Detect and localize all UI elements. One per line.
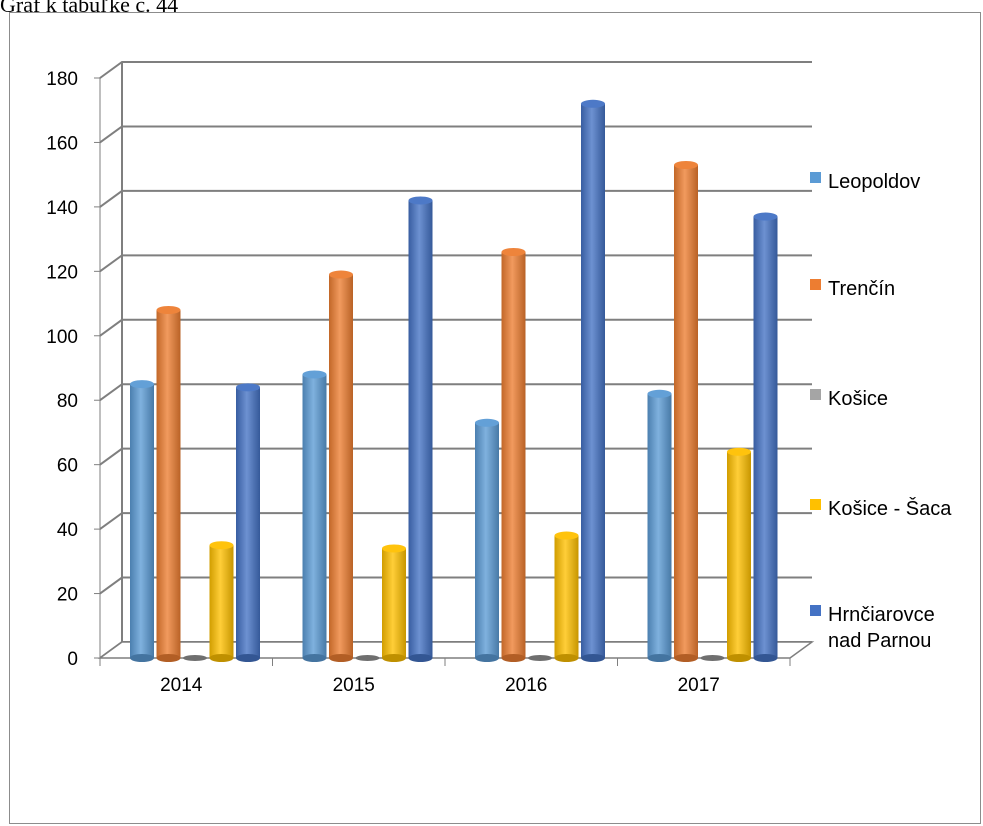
bar (209, 541, 234, 662)
y-tick-label: 40 (57, 520, 78, 541)
y-tick-label: 80 (57, 391, 78, 412)
y-tick-label: 100 (46, 327, 78, 348)
gridline (99, 189, 812, 208)
legend-item: Leopoldov (810, 171, 920, 193)
gridline (99, 61, 812, 79)
bar (700, 655, 725, 661)
bar (581, 99, 605, 662)
bar (355, 655, 380, 661)
bar (753, 212, 778, 662)
y-tick-label: 120 (46, 262, 78, 283)
bar (236, 383, 260, 662)
grid-layer (99, 61, 812, 659)
bar (408, 196, 433, 662)
legend-item: Košice (810, 388, 888, 410)
x-tick-label: 2015 (333, 675, 375, 696)
bar (727, 447, 751, 662)
gridline (99, 576, 812, 595)
legend-swatch (810, 279, 821, 290)
legend-label: Leopoldov (828, 171, 920, 193)
bars-layer (130, 99, 778, 662)
x-tick-label: 2016 (505, 675, 547, 696)
bar (329, 270, 353, 662)
gridline (99, 512, 812, 530)
legend-swatch (810, 389, 821, 400)
axis-layer: 0 20 40 60 80 100 120 140 160 180 2014 2015 2016 2017 (46, 69, 815, 696)
legend-item: Hrnčiarovce nad Parnou (810, 604, 935, 652)
gridline (99, 383, 812, 402)
legend-label: Košice (828, 388, 888, 410)
legend-label: Hrnčiarovce nad Parnou (828, 604, 935, 652)
bar (302, 370, 327, 662)
y-tick-label: 0 (67, 649, 78, 670)
legend-label: Trenčín (828, 278, 895, 300)
gridline (99, 125, 812, 144)
legend-swatch (810, 172, 821, 183)
y-tick-label: 60 (57, 456, 78, 477)
bar (554, 531, 579, 662)
bar (501, 248, 526, 662)
x-tick-label: 2017 (678, 675, 720, 696)
legend: Leopoldov Trenčín Košice Košice - Šaca Hrnči… (810, 171, 952, 652)
floor (97, 641, 815, 659)
y-tick-label: 160 (46, 133, 78, 154)
bar (674, 161, 698, 662)
legend-swatch (810, 605, 821, 616)
bar (130, 380, 154, 662)
gridline (99, 447, 812, 466)
x-tick-label: 2014 (160, 675, 203, 696)
legend-item: Trenčín (810, 278, 895, 300)
bar (382, 544, 406, 662)
bar (475, 418, 499, 662)
legend-item: Košice - Šaca (810, 497, 952, 520)
gridline (99, 318, 812, 337)
y-tick-label: 20 (57, 585, 78, 606)
legend-label: Košice - Šaca (828, 497, 952, 520)
gridline (99, 254, 812, 273)
bar (156, 306, 181, 662)
y-tick-label: 140 (46, 198, 78, 219)
bar (647, 389, 672, 662)
bar (183, 655, 207, 661)
legend-swatch (810, 499, 821, 510)
bar (528, 655, 552, 661)
y-tick-label: 180 (46, 69, 78, 90)
